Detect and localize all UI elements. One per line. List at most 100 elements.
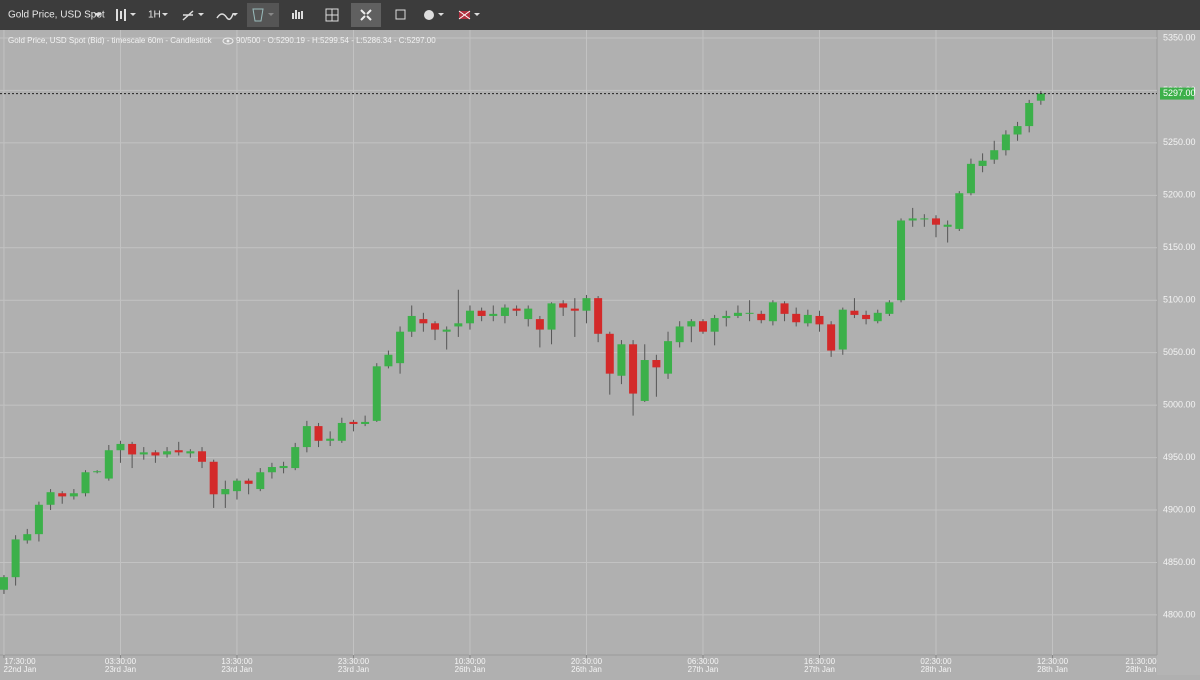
y-tick-label: 5150.00 — [1163, 242, 1196, 252]
candle-body — [302, 426, 311, 448]
candle-body — [629, 344, 638, 394]
candle-body — [862, 314, 871, 320]
candle-body — [885, 302, 894, 314]
candle-body — [128, 443, 137, 455]
candle-body — [489, 313, 498, 316]
candles — [0, 90, 1045, 594]
candle-body — [850, 310, 859, 315]
candle-body — [477, 310, 486, 316]
crop-icon[interactable] — [395, 9, 406, 20]
candle-body — [267, 467, 276, 473]
price-label: 5297.00 — [1163, 88, 1196, 98]
candle-body — [209, 461, 218, 495]
candle-body — [675, 326, 684, 343]
candle-body — [116, 443, 125, 451]
candle-body — [698, 321, 707, 332]
candle-body — [465, 310, 474, 324]
toolbar: Gold Price, USD Spot 1H — [0, 0, 1200, 30]
candle-body — [710, 318, 719, 332]
candle-body — [955, 193, 964, 229]
candle-body — [524, 308, 533, 320]
candle-body — [384, 354, 393, 367]
x-tick-date: 27th Jan — [804, 665, 835, 674]
candle-body — [745, 312, 754, 314]
dropdown-arrow — [474, 13, 480, 16]
candle-body — [396, 331, 405, 364]
active-tool-bg — [247, 3, 279, 27]
candle-body — [897, 220, 906, 301]
x-tick-label: 16:30:00 — [804, 657, 836, 666]
candle-body — [419, 319, 428, 324]
x-tick-label: 20:30:00 — [571, 657, 603, 666]
candle-body — [46, 492, 55, 505]
candle-body — [768, 302, 777, 322]
y-tick-label: 4850.00 — [1163, 557, 1196, 567]
x-tick-label: 02:30:00 — [920, 657, 952, 666]
candle-body — [605, 333, 614, 374]
candle-body — [722, 315, 731, 319]
chart-type-icon[interactable] — [116, 9, 126, 21]
candle-body — [652, 360, 661, 368]
candle-body — [34, 504, 43, 535]
candle-body — [908, 218, 917, 221]
candle-body — [221, 489, 230, 495]
y-tick-label: 4800.00 — [1163, 609, 1196, 619]
x-tick-date: 22nd Jan — [4, 665, 37, 674]
candle-body — [454, 323, 463, 327]
candle-body — [151, 452, 160, 456]
x-tick-label: 03:30:00 — [105, 657, 137, 666]
candle-body — [1036, 93, 1045, 101]
candle-body — [827, 324, 836, 351]
candle-body — [244, 480, 253, 484]
candle-body — [256, 472, 265, 490]
x-tick-date: 23rd Jan — [338, 665, 369, 674]
x-tick-label: 10:30:00 — [454, 657, 486, 666]
candle-body — [372, 366, 381, 421]
x-tick-date: 26th Jan — [455, 665, 486, 674]
fullscreen-bg — [351, 3, 381, 27]
candle-body — [559, 303, 568, 308]
y-tick-label: 5250.00 — [1163, 137, 1196, 147]
candle-body — [780, 303, 789, 314]
x-tick-date: 28th Jan — [1126, 665, 1157, 674]
dropdown-arrow — [130, 13, 136, 16]
candle-body — [337, 422, 346, 441]
dropdown-arrow — [94, 13, 102, 17]
candle-body — [0, 577, 8, 590]
candle-body — [815, 315, 824, 325]
candle-body — [361, 421, 370, 425]
candle-body — [966, 163, 975, 194]
symbol-selector[interactable]: Gold Price, USD Spot — [8, 10, 105, 21]
candle-body — [617, 344, 626, 376]
candle-body — [279, 465, 288, 469]
y-axis-panel — [1157, 30, 1200, 675]
candle-body — [978, 160, 987, 166]
candle-body — [664, 341, 673, 374]
volume-icon[interactable] — [292, 10, 303, 19]
candle-body — [920, 218, 929, 220]
x-tick-label: 06:30:00 — [687, 657, 719, 666]
timeframe-selector[interactable]: 1H — [148, 10, 161, 21]
draw-tool-icon[interactable] — [182, 10, 194, 21]
candle-body — [104, 450, 113, 479]
layout-icon-lines — [326, 9, 338, 21]
candle-body — [198, 451, 207, 462]
fullscreen-icon[interactable] — [360, 9, 372, 21]
y-tick-label: 5350.00 — [1163, 32, 1196, 42]
candle-body — [547, 303, 556, 330]
eye-icon[interactable] — [222, 37, 234, 45]
candle-body — [407, 315, 416, 332]
candle-body — [314, 426, 323, 441]
indicator-icon[interactable] — [216, 13, 234, 21]
candle-body — [500, 307, 509, 316]
candle-body — [687, 321, 696, 327]
candle-body — [11, 539, 20, 578]
candle-body — [349, 421, 358, 425]
dropdown-arrow — [438, 13, 444, 16]
delete-icon[interactable] — [252, 8, 264, 22]
candle-body — [291, 447, 300, 469]
candle-body — [931, 218, 940, 225]
theme-icon[interactable] — [424, 10, 434, 20]
